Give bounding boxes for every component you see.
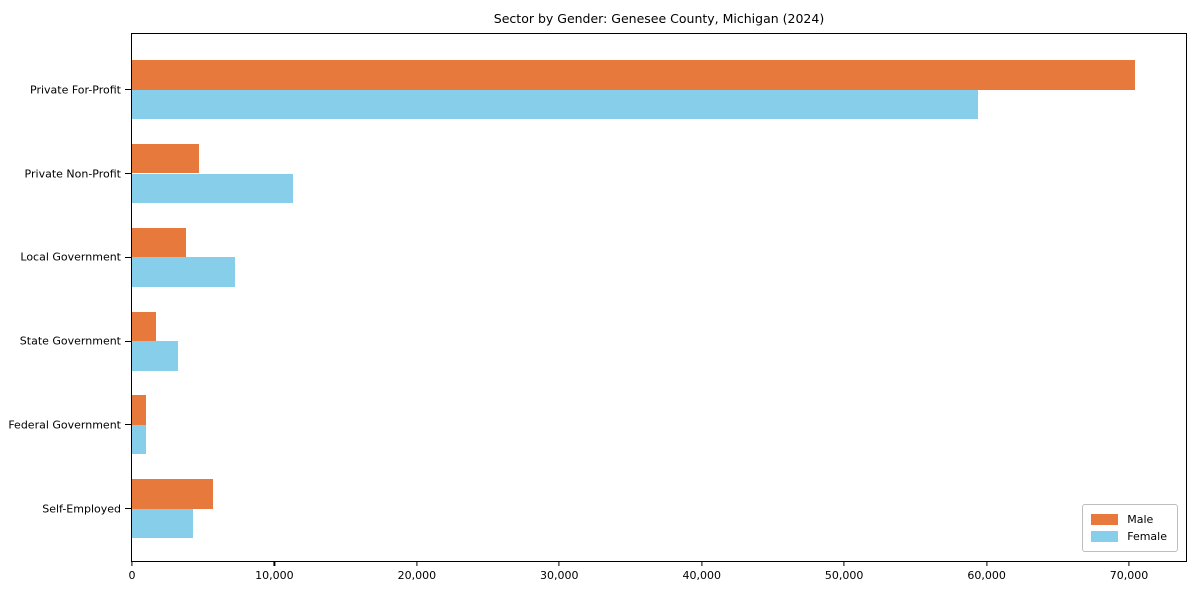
y-tick-mark [125,172,131,175]
bar-female-5 [132,508,194,539]
x-tick-label: 70,000 [1109,569,1149,582]
legend-swatch-female [1091,531,1119,542]
y-tick-label: State Government [19,334,121,348]
y-tick-label: Self-Employed [42,502,121,516]
bar-male-2 [132,227,187,258]
x-tick-label: 10,000 [255,569,294,582]
chart-title: Sector by Gender: Genesee County, Michig… [493,11,825,26]
x-tick-mark [558,561,560,566]
x-tick-label: 0 [128,569,136,582]
legend-swatch-male [1091,514,1119,525]
x-tick-label: 40,000 [682,569,721,582]
y-tick-label: Private For-Profit [30,83,121,97]
x-tick-label: 60,000 [967,569,1006,582]
legend-label: Female [1127,530,1167,543]
x-tick-label: 50,000 [824,569,864,582]
legend-label: Male [1127,513,1154,526]
x-tick-label: 20,000 [397,569,437,582]
y-tick-mark [125,256,131,258]
x-tick-mark [1128,561,1130,566]
x-tick-mark [843,561,845,566]
bar-male-5 [132,479,214,509]
y-tick-mark [125,508,131,510]
bar-male-4 [132,395,147,425]
y-tick-label: Local Government [20,250,121,264]
bar-female-2 [132,257,235,287]
bar-male-0 [132,60,1135,90]
y-tick-mark [125,89,131,91]
x-tick-mark [273,561,276,566]
x-tick-mark [416,561,418,566]
y-tick-mark [125,340,131,342]
legend-item-male: Male [1091,511,1167,528]
legend-item-female: Female [1091,528,1167,545]
bar-male-3 [132,311,157,342]
y-tick-label: Private Non-Profit [24,167,121,180]
y-tick-mark [125,424,131,426]
x-tick-mark [131,561,133,566]
y-tick-label: Federal Government [8,418,121,432]
bar-male-1 [132,143,199,174]
x-tick-label: 30,000 [540,569,579,582]
x-tick-mark [701,561,703,566]
legend: Male Female [1082,504,1178,552]
plot-area: Male Female Private For-Profit Private Non… [8,33,1187,582]
bar-female-3 [132,341,178,371]
bar-female-4 [132,424,146,455]
bar-female-1 [132,173,293,204]
bar-female-0 [132,89,979,120]
x-tick-mark [986,561,988,566]
